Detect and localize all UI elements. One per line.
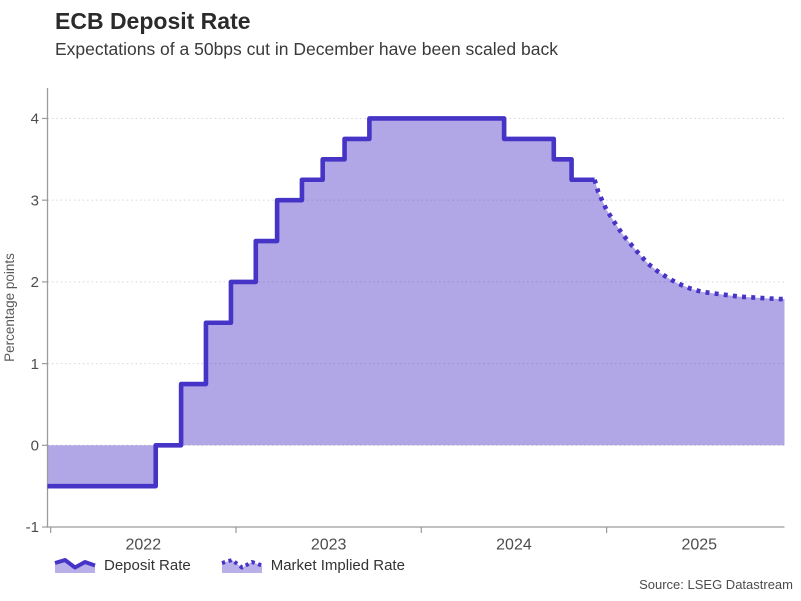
legend-item-deposit-rate: Deposit Rate [54,557,191,574]
deposit-rate-line [47,116,595,489]
x-tick-label-2025: 2025 [681,537,717,554]
x-tick-label-2022: 2022 [126,537,162,554]
market-implied-rate-dotted-swatch-icon [221,558,263,573]
chart-subtitle: Expectations of a 50bps cut in December … [55,39,558,59]
y-tick-label-3: 3 [31,192,39,209]
y-axis-title: Percentage points [2,253,17,362]
legend-item-market-implied-rate: Market Implied Rate [221,557,405,574]
deposit-rate-area-fill [47,118,595,487]
legend-label-deposit-rate: Deposit Rate [104,557,191,574]
legend-label-market-implied-rate: Market Implied Rate [270,557,405,574]
x-tick-label-2024: 2024 [496,537,532,554]
y-tick-label-4: 4 [31,111,39,128]
market-implied-area-fill [594,179,785,446]
y-tick-label-2: 2 [31,274,39,291]
market-implied-rate-line [592,179,785,302]
y-tick-label--1: -1 [26,519,39,536]
chart-legend: Deposit Rate Market Implied Rate [54,557,435,574]
y-tick-label-1: 1 [31,356,39,373]
source-credit: Source: LSEG Datastream [639,577,793,592]
deposit-rate-solid-swatch-icon [54,558,96,573]
x-tick-label-2023: 2023 [311,537,347,554]
chart-title: ECB Deposit Rate [55,8,251,34]
y-tick-label-0: 0 [31,438,39,455]
